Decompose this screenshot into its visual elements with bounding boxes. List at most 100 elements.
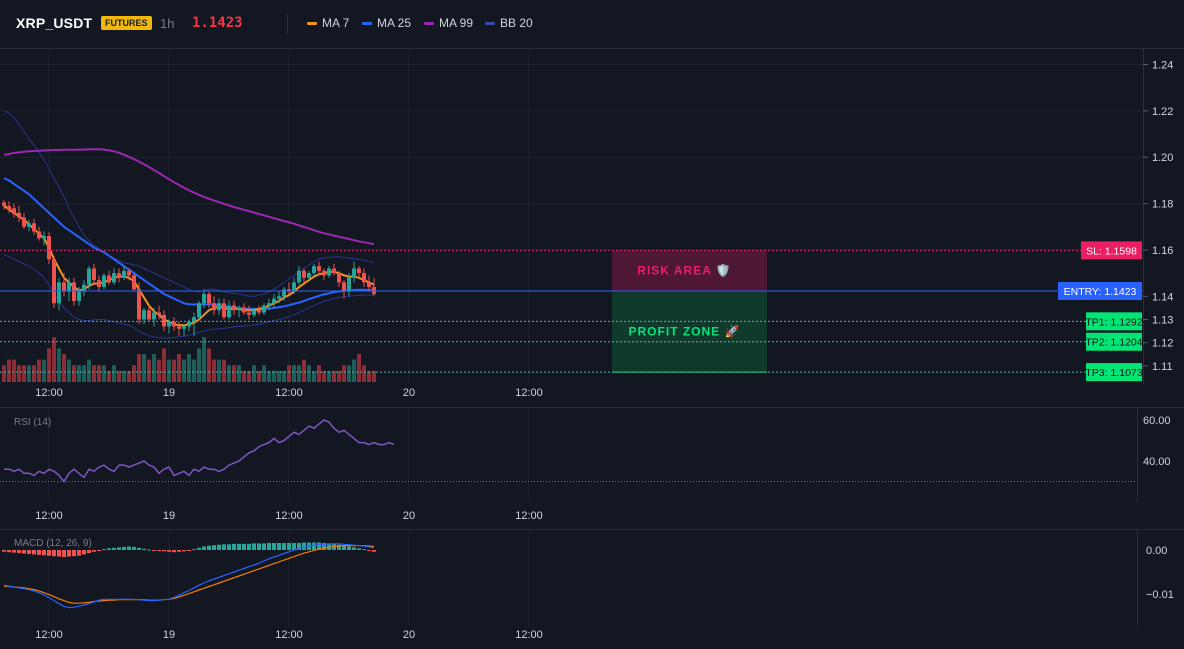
macd-histogram-bar (67, 550, 71, 557)
volume-bar (317, 365, 321, 382)
macd-histogram-bar (112, 547, 116, 550)
volume-bar (147, 359, 151, 382)
candle-body (57, 282, 61, 304)
rsi-panel: 60.00 40.00 (0, 415, 1171, 483)
volume-bar (232, 365, 236, 382)
volume-bar (272, 370, 276, 382)
candle-body (212, 303, 216, 311)
macd-histogram-bar (232, 543, 236, 550)
time-axis[interactable]: 12:00 19 12:00 20 12:00 12:00 19 12:00 20 12:00 12… (35, 387, 543, 641)
macd-histogram-bar (147, 549, 151, 551)
volume-bar (372, 370, 376, 382)
volume-bar (57, 348, 61, 382)
rsi-line (4, 419, 395, 483)
candle-body (22, 217, 26, 227)
candle-body (142, 310, 146, 320)
macd-histogram-bar (327, 543, 331, 550)
macd-histogram-bar (82, 550, 86, 555)
legend-ma99[interactable]: MA 99 (424, 16, 473, 30)
risk-area-label: RISK AREA 🛡️ (637, 264, 731, 278)
volume-bar (47, 348, 51, 382)
candle-body (257, 310, 261, 313)
price-tick-label: 1.22 (1152, 106, 1173, 118)
volume-bar (347, 365, 351, 382)
candle-body (147, 310, 151, 320)
candle-body (357, 268, 361, 274)
macd-histogram-bar (122, 546, 126, 550)
time-label: 20 (403, 387, 415, 399)
macd-histogram-bar (302, 542, 306, 550)
volume-bar (247, 370, 251, 382)
trade-levels (0, 249, 1143, 373)
volume-bar (222, 359, 226, 382)
candle-body (72, 282, 76, 301)
candle-body (297, 270, 301, 283)
time-label: 12:00 (275, 510, 303, 522)
volume-bar (22, 365, 26, 382)
legend-ma25[interactable]: MA 25 (362, 16, 411, 30)
candle-body (137, 289, 141, 320)
macd-histogram-bar (57, 550, 61, 557)
volume-bar (212, 359, 216, 382)
volume-bar (177, 354, 181, 382)
time-label: 19 (163, 387, 175, 399)
candle-body (327, 268, 331, 276)
macd-histogram-bar (312, 542, 316, 550)
time-label: 12:00 (35, 629, 63, 641)
candle-body (127, 270, 131, 276)
rsi-tick-label: 60.00 (1143, 415, 1171, 427)
symbol-name[interactable]: XRP_USDT (16, 15, 93, 31)
candle-body (27, 223, 31, 227)
timeframe-label[interactable]: 1h (160, 16, 175, 31)
candle-body (232, 305, 236, 311)
volume-bar (357, 354, 361, 382)
macd-signal-line (3, 545, 375, 604)
tp2-label: TP2: 1.1204 (1085, 337, 1142, 349)
volume-bar (67, 359, 71, 382)
candle-body (352, 268, 356, 278)
macd-histogram-bar (47, 550, 51, 556)
candle-body (267, 303, 271, 306)
macd-histogram-bar (297, 542, 301, 550)
candle-body (277, 296, 281, 299)
legend-ma25-swatch (362, 21, 372, 25)
volume-bar (102, 365, 106, 382)
price-tick-label: 1.18 (1152, 199, 1173, 211)
price-axis[interactable]: 1.24 1.22 1.20 1.18 1.16 1.14 1.13 1.12 1.11 (1143, 60, 1173, 373)
macd-histogram-bar (247, 543, 251, 550)
candle-body (172, 321, 176, 327)
time-label: 20 (403, 629, 415, 641)
sl-label: SL: 1.1598 (1086, 245, 1137, 257)
candle-body (52, 259, 56, 304)
price-tick-label: 1.13 (1152, 314, 1173, 326)
legend-bb20[interactable]: BB 20 (485, 16, 533, 30)
volume-bar (217, 359, 221, 382)
candle-body (187, 321, 191, 327)
volume-bar (242, 370, 246, 382)
volume-bar (282, 370, 286, 382)
volume-bar (322, 370, 326, 382)
risk-area-box (612, 250, 767, 291)
candle-body (237, 307, 241, 311)
candle-body (342, 282, 346, 292)
macd-histogram-bar (107, 548, 111, 550)
volume-bar (362, 365, 366, 382)
candle-body (132, 275, 136, 290)
volume-bar (307, 365, 311, 382)
volume-bar (292, 365, 296, 382)
legend-ma7[interactable]: MA 7 (307, 16, 349, 30)
candle-body (107, 275, 111, 283)
time-label: 19 (163, 629, 175, 641)
candle-body (202, 293, 206, 304)
macd-histogram-bar (252, 543, 256, 550)
volume-bar (112, 365, 116, 382)
macd-histogram-bar (17, 550, 21, 554)
macd-histogram-bar (127, 546, 131, 550)
candle-body (207, 293, 211, 304)
volume-bar (77, 365, 81, 382)
price-tick-label: 1.12 (1152, 338, 1173, 350)
time-label: 12:00 (515, 387, 543, 399)
macd-histogram-bar (352, 547, 356, 550)
volume-bar (287, 365, 291, 382)
